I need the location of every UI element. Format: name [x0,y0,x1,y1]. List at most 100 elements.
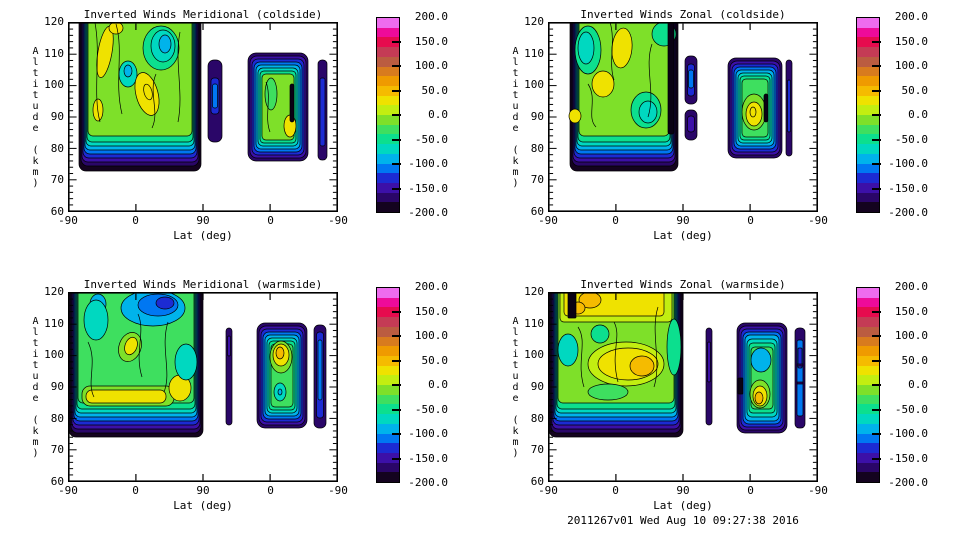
colorbar-tick-label: 50.0 [421,83,449,97]
contour-band [577,306,659,388]
colorbar-band [857,472,879,483]
colorbar-band [377,115,399,125]
colorbar [376,17,400,213]
contour-band [155,296,175,310]
colorbar-tick [392,457,401,460]
colorbar-tick [392,335,401,337]
colorbar-band [377,182,399,193]
colorbar-band [857,317,879,327]
x-tick-label: -90 [328,214,348,227]
colorbar-band [377,66,399,77]
colorbar-band [377,307,399,318]
colorbar-tick-label: 150.0 [894,304,928,318]
colorbar-tick [872,138,881,141]
colorbar-band [857,443,879,453]
colorbar-band [377,355,399,366]
colorbar-tick [392,89,401,92]
colorbar-band [857,336,879,347]
colorbar-band [377,163,399,174]
colorbar-band [857,452,879,463]
colorbar-tick-label: -150.0 [888,451,928,465]
colorbar-band [377,27,399,38]
contour-band [264,77,278,111]
plot-frame [548,22,818,212]
x-axis-title: Lat (deg) [173,499,233,512]
colorbar-tick-label: 200.0 [414,280,448,293]
contour-band [667,22,675,135]
contour-band [707,341,711,383]
contour-band [749,106,757,118]
colorbar-band [857,307,879,318]
colorbar-tick-label: 50.0 [421,353,449,367]
x-tick-label: 0 [612,484,619,497]
contour-band [567,292,577,319]
colorbar-band [857,153,879,164]
colorbar-band [377,336,399,347]
colorbar-band [857,56,879,67]
colorbar-band [857,297,879,308]
colorbar-tick-label: -50.0 [414,402,448,416]
colorbar-band [857,346,879,356]
colorbar-tick [872,408,881,411]
colorbar-band [857,365,879,376]
plot-title: Inverted Winds Meridional (coldside) [83,8,323,21]
contour-band [577,31,595,65]
colorbar-band [377,414,399,424]
colorbar-tick [392,65,401,67]
y-axis-title: Altitude (km) [510,45,521,189]
colorbar-band [857,288,879,298]
colorbar-tick-label: 100.0 [894,59,928,72]
colorbar-band [857,27,879,38]
contour-band [265,81,271,133]
contour-band [587,383,629,401]
contour-band [638,100,658,124]
colorbar-band [377,346,399,356]
x-tick-label: 90 [676,484,690,497]
y-tick-label: 60 [530,205,544,218]
contour-band [87,313,169,398]
contour-band [568,108,582,124]
contour-band [94,22,181,129]
contour-band [227,335,231,357]
contour-band [750,347,772,373]
y-axis-title: Altitude (km) [30,315,41,459]
colorbar [856,17,880,213]
colorbar-band [857,385,879,395]
contour-band [275,346,285,360]
colorbar-band [377,404,399,415]
colorbar-band [857,163,879,174]
colorbar-band [857,66,879,77]
x-tick-label: 0 [747,484,754,497]
colorbar-tick-label: 200.0 [894,10,928,23]
colorbar-tick [392,433,401,435]
colorbar-band [377,47,399,57]
colorbar-tick-label: 0.0 [428,108,448,121]
x-tick-label: 0 [267,484,274,497]
contour-band [158,34,172,54]
colorbar-tick-label: -200.0 [408,206,448,219]
y-tick-label: 110 [524,46,544,60]
colorbar-tick [392,138,401,141]
y-tick-label: 120 [44,15,64,28]
colorbar-tick [392,163,401,165]
contour-band [85,389,167,404]
colorbar-tick-label: -50.0 [414,132,448,146]
y-tick-label: 120 [524,15,544,28]
x-axis-title: Lat (deg) [173,229,233,242]
contour-band [590,324,610,344]
colorbar-tick [872,163,881,165]
y-tick-label: 90 [50,380,64,393]
colorbar-band [857,37,879,48]
y-tick-label: 120 [524,285,544,298]
colorbar-tick-label: -200.0 [888,476,928,489]
colorbar-band [377,375,399,386]
contour-band [317,339,323,401]
plot-title: Inverted Winds Zonal (warmside) [580,278,786,291]
colorbar-tick-label: 200.0 [414,10,448,23]
colorbar-band [377,452,399,463]
y-axis-title: Altitude (km) [510,315,521,459]
y-tick-label: 110 [44,46,64,60]
colorbar-band [377,144,399,154]
colorbar-tick [392,359,401,362]
panel-meridional-coldside: Inverted Winds Meridional (coldside) Alt… [0,0,480,270]
